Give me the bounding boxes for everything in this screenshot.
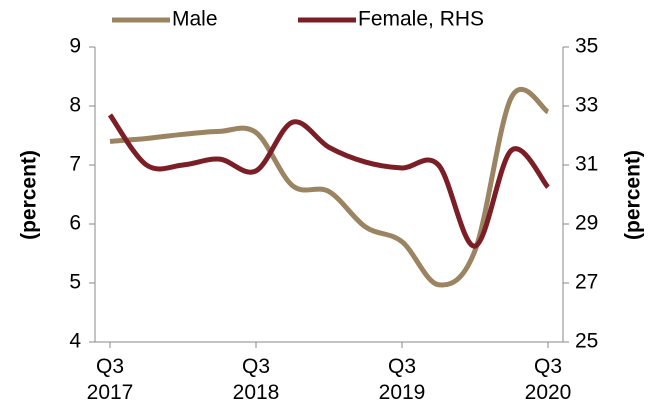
y2-axis-label: (percent) [622,150,645,240]
x-tick-label: Q3 2018 [232,355,280,404]
y-tick-label: 9 [69,35,81,58]
legend-label: Male [172,8,218,31]
y-tick-label: 8 [69,94,81,117]
y2-tick-label: 25 [575,330,598,353]
y-tick-label: 7 [69,153,81,176]
y-tick-label: 6 [69,212,81,235]
y2-tick-label: 27 [575,271,598,294]
line-series [107,113,550,249]
y2-tick-label: 31 [575,153,598,176]
y2-tick-label: 35 [575,35,598,58]
y2-tick-label: 29 [575,212,598,235]
y-axis-label: (percent) [18,150,41,240]
x-tick-label: Q3 2019 [378,355,426,404]
legend-label: Female, RHS [358,8,484,31]
x-tick-label: Q3 2020 [524,355,572,404]
x-tick-label: Q3 2017 [86,355,134,404]
y-tick-label: 5 [69,271,81,294]
line-series [109,86,550,288]
y2-tick-label: 33 [575,94,598,117]
y-tick-label: 4 [69,330,81,353]
